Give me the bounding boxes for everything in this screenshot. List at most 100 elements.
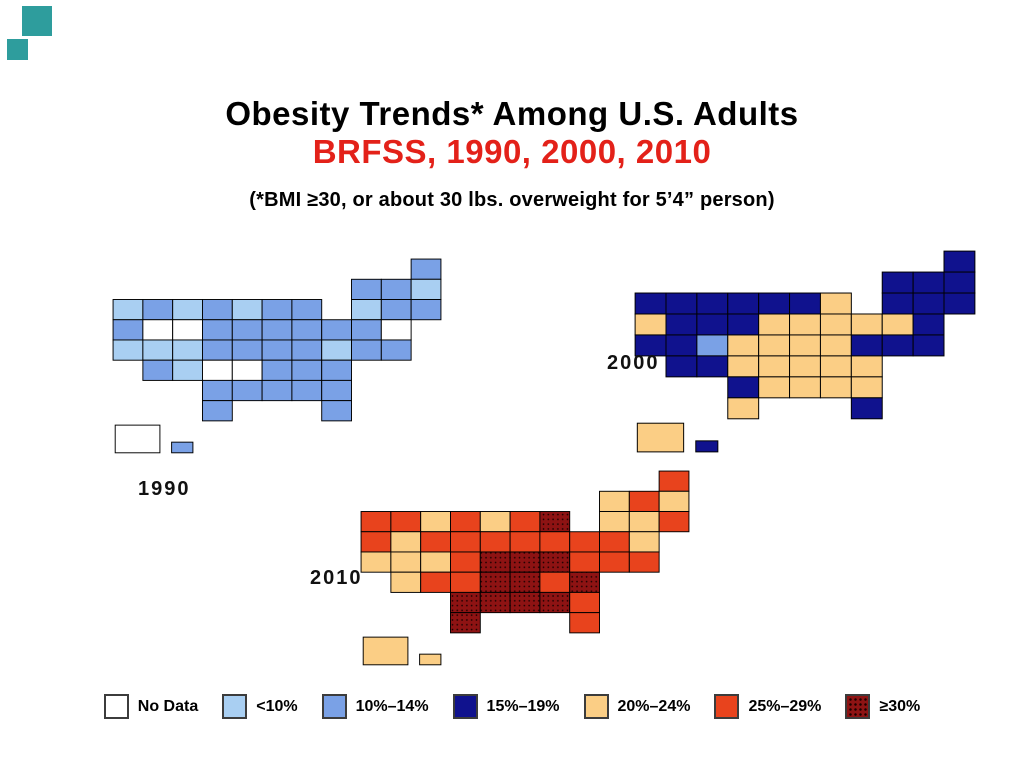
legend-label-20-24: 20%–24% (617, 697, 691, 715)
state-TX (727, 397, 760, 420)
state-UT (390, 551, 422, 573)
state-NY (351, 299, 382, 321)
legend-swatch-20-24 (583, 694, 609, 719)
state-CT (380, 299, 412, 321)
state-GA (321, 379, 352, 402)
state-NC (291, 359, 323, 381)
state-RI (943, 292, 976, 315)
state-IN (291, 319, 323, 341)
state-NY (881, 292, 914, 315)
state-SC (321, 359, 352, 381)
state-NV (390, 531, 422, 553)
state-NM (420, 571, 451, 593)
state-MA (943, 271, 976, 294)
state-CA (360, 551, 392, 573)
state-CO (696, 334, 729, 357)
state-VA (321, 339, 352, 361)
state-AR (758, 355, 791, 378)
legend-item-lt10: <10% (222, 694, 298, 719)
state-TX (450, 612, 481, 634)
state-WY (172, 319, 203, 341)
state-WI (789, 292, 821, 315)
state-RI (658, 511, 690, 533)
state-ME (410, 258, 442, 280)
state-TN (261, 359, 293, 381)
state-SD (450, 531, 481, 553)
state-KY (261, 339, 293, 361)
state-HI (171, 441, 194, 454)
state-MT (172, 299, 203, 321)
state-MD (881, 334, 914, 357)
state-MS (509, 591, 541, 614)
state-WA (112, 299, 144, 321)
state-IN (539, 531, 571, 553)
legend-swatch-nodata (103, 694, 129, 719)
state-NJ (628, 531, 660, 553)
state-SD (202, 319, 233, 341)
us-map-2000 (634, 250, 976, 460)
state-MN (231, 299, 263, 321)
legend: No Data <10% 10%–14% 15%–19% 20%–24% 25%–29% ≥… (0, 694, 1024, 719)
legend-item-nodata: No Data (103, 694, 198, 719)
state-MA (658, 490, 690, 512)
state-NE (727, 334, 760, 357)
bmi-note: (*BMI ≥30, or about 30 lbs. overweight f… (249, 189, 775, 211)
state-AK (362, 636, 409, 666)
state-NH (912, 271, 945, 294)
legend-swatch-15-19 (452, 694, 478, 719)
state-OH (850, 313, 883, 336)
state-MD (351, 339, 382, 361)
state-IL (509, 531, 541, 553)
state-NJ (912, 313, 945, 336)
state-TN (789, 355, 821, 378)
state-AK (114, 424, 161, 454)
state-NM (696, 355, 729, 378)
state-PA (351, 319, 382, 341)
state-KS (727, 355, 760, 378)
state-VT (351, 278, 382, 300)
state-AL (539, 591, 571, 614)
state-AZ (665, 355, 698, 378)
state-KY (789, 334, 821, 357)
decor-square-small (7, 39, 28, 60)
state-LA (758, 376, 791, 399)
state-WI (261, 299, 293, 321)
state-NH (380, 278, 412, 300)
state-FL (850, 397, 883, 420)
legend-label-25-29: 25%–29% (748, 697, 822, 715)
state-MD (599, 551, 630, 573)
state-KS (202, 359, 233, 381)
slide-subtitle: BRFSS, 1990, 2000, 2010 (312, 133, 712, 170)
state-AL (291, 379, 323, 402)
state-NC (819, 355, 852, 378)
state-MN (758, 292, 791, 315)
state-MS (789, 376, 821, 399)
state-OR (360, 531, 392, 553)
slide-title: Obesity Trends* Among U.S. Adults (225, 95, 799, 132)
state-CO (420, 551, 451, 573)
state-OK (202, 379, 233, 402)
state-IA (231, 319, 263, 341)
state-LA (231, 379, 263, 402)
state-UT (142, 339, 174, 361)
state-SC (569, 571, 600, 593)
state-KS (450, 571, 481, 593)
state-IA (479, 531, 511, 553)
state-IL (261, 319, 293, 341)
state-NM (172, 359, 203, 381)
state-MT (696, 292, 729, 315)
state-ND (202, 299, 233, 321)
state-CA (112, 339, 144, 361)
state-AZ (390, 571, 422, 593)
legend-label-15-19: 15%–19% (486, 697, 560, 715)
state-MT (420, 511, 451, 533)
legend-label-ge30: ≥30% (879, 697, 921, 715)
state-ME (943, 250, 976, 273)
map-label-1990: 1990 (138, 478, 191, 500)
legend-swatch-lt10 (222, 694, 248, 719)
state-WY (420, 531, 451, 553)
legend-item-15-19: 15%–19% (452, 694, 560, 719)
state-LA (479, 591, 511, 614)
state-MI (539, 511, 571, 533)
state-CO (172, 339, 203, 361)
